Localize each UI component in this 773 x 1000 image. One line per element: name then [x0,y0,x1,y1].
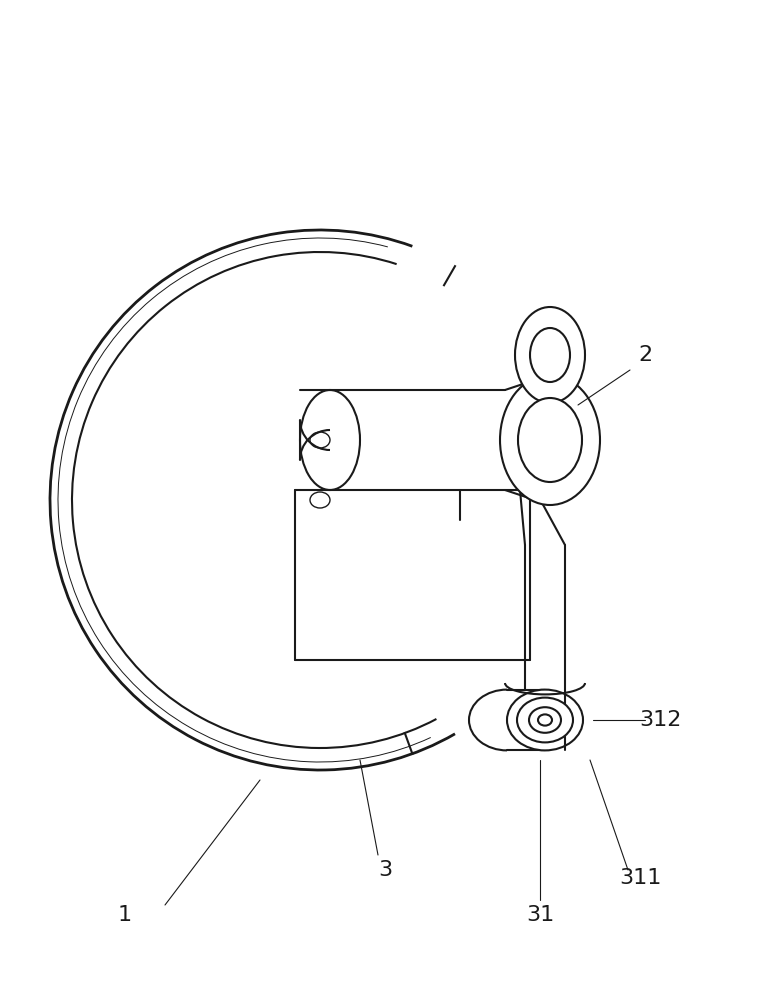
Ellipse shape [518,398,582,482]
Ellipse shape [529,707,561,733]
Text: 311: 311 [619,868,661,888]
Ellipse shape [530,328,570,382]
Ellipse shape [538,714,552,726]
Ellipse shape [300,390,360,490]
Text: 31: 31 [526,905,554,925]
Ellipse shape [507,690,583,750]
Text: 312: 312 [638,710,681,730]
Text: 1: 1 [118,905,132,925]
Text: 2: 2 [638,345,652,365]
Ellipse shape [517,698,573,742]
Text: 3: 3 [378,860,392,880]
Ellipse shape [515,307,585,403]
Ellipse shape [500,375,600,505]
